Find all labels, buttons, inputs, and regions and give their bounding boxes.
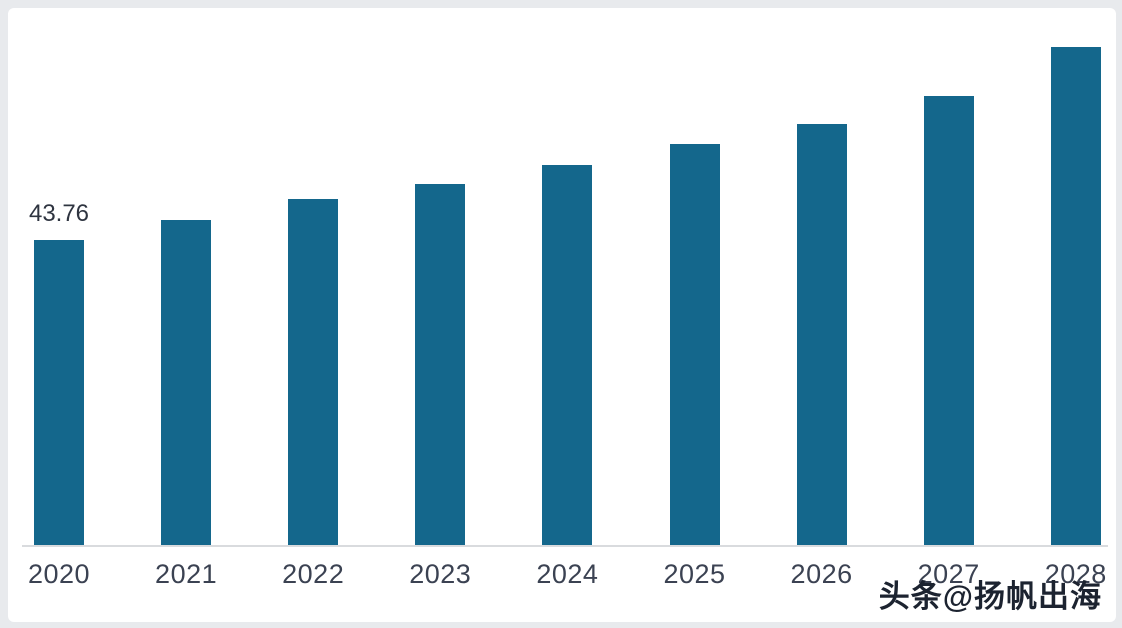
bar-2020	[34, 240, 84, 545]
x-tick-label-2024: 2024	[536, 559, 599, 589]
bar-2022	[288, 199, 339, 545]
x-tick-label-2020: 2020	[27, 559, 91, 589]
bar-2025	[669, 144, 720, 545]
watermark-text: 头条@扬帆出海	[878, 579, 1102, 614]
x-tick-label-2023: 2023	[409, 559, 472, 589]
chart-card: 2020 43.76 2021 2022 2023 2024 2025 2026 2027 202…	[8, 8, 1116, 622]
bar-2026	[796, 124, 847, 545]
x-tick-label-2025: 2025	[663, 559, 726, 589]
x-tick-label-2027: 2027	[917, 559, 980, 589]
bar-value-label: 43.76	[28, 200, 90, 227]
bar-2021	[161, 220, 212, 545]
x-axis-line	[22, 545, 1108, 547]
bar-2027	[923, 96, 974, 545]
bar-2024	[542, 165, 593, 545]
x-tick-label-2021: 2021	[155, 559, 218, 589]
x-tick-label-2028: 2028	[1044, 559, 1107, 589]
bar-2028	[1050, 47, 1101, 545]
x-tick-label-2022: 2022	[282, 559, 345, 589]
bar-chart: 2020 43.76 2021 2022 2023 2024 2025 2026 2027 202…	[8, 8, 1116, 622]
x-tick-label-2026: 2026	[790, 559, 853, 589]
bar-2023	[415, 184, 466, 545]
